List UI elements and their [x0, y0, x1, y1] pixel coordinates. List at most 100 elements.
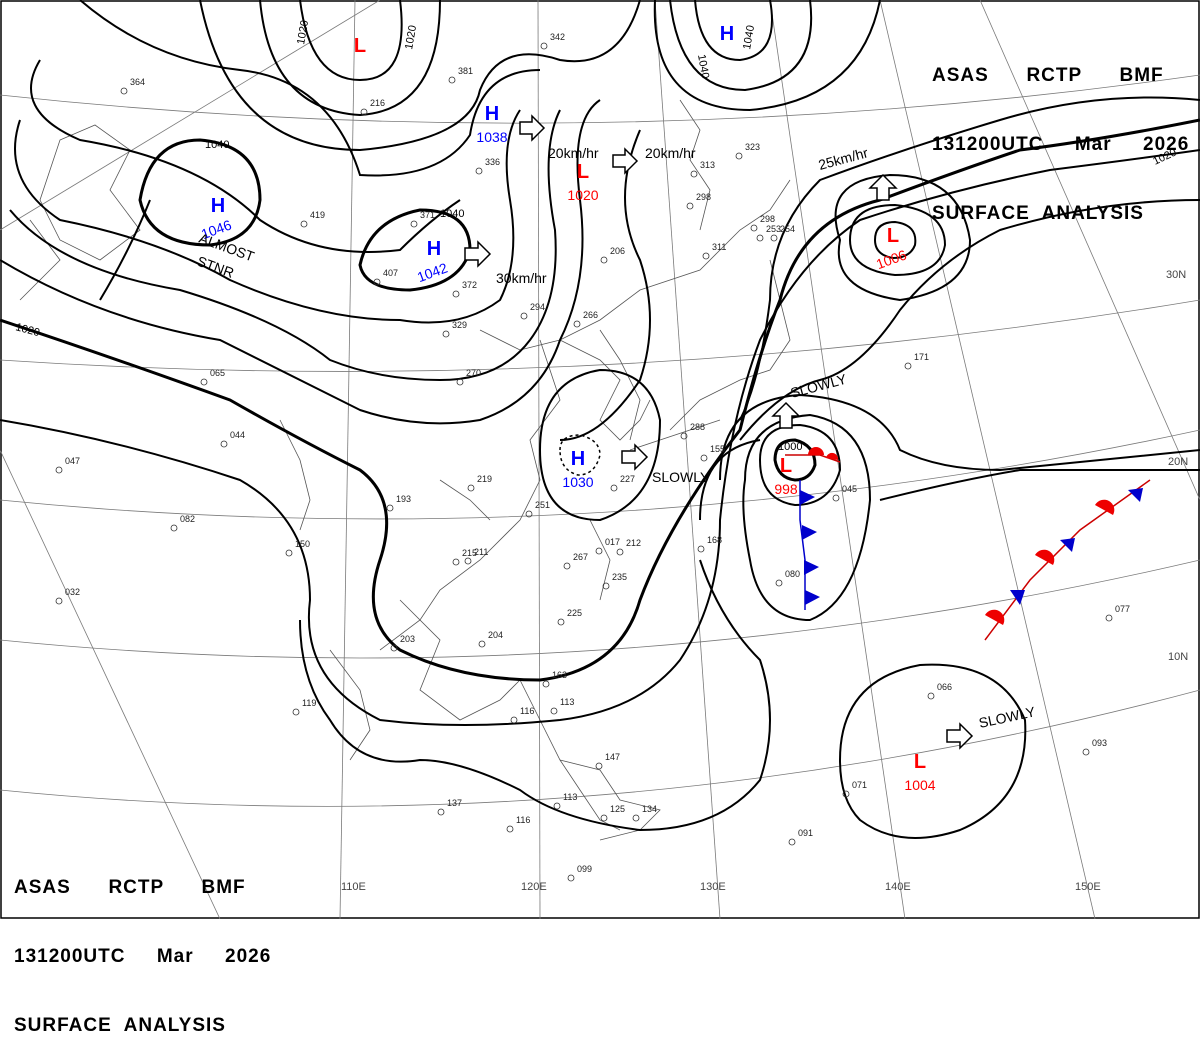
station-circle [510, 716, 518, 724]
station-plot: 047 [65, 456, 80, 466]
station-circle [386, 504, 394, 512]
latitude-label: 20N [1168, 456, 1188, 468]
station-plot: 080 [785, 569, 800, 579]
station-plot: 204 [488, 630, 503, 640]
fronts [785, 447, 1151, 641]
isobar-label: 1040 [741, 24, 757, 50]
high-center: H [720, 23, 734, 45]
station-circle [478, 640, 486, 648]
station-plot: 215 [462, 548, 477, 558]
isobar-label: 1000 [778, 441, 802, 453]
isobar-label: 1040 [695, 53, 711, 79]
station-plot: 045 [842, 484, 857, 494]
station-circle [702, 252, 710, 260]
station-plot: 150 [295, 539, 310, 549]
station-plot: 134 [642, 804, 657, 814]
station-plot: 206 [610, 246, 625, 256]
station-circle [475, 167, 483, 175]
station-plot: 266 [583, 310, 598, 320]
high-center: H [211, 195, 225, 217]
station-plot: 203 [400, 634, 415, 644]
isobar-label: 1020 [295, 19, 311, 45]
station-plot: 116 [516, 815, 530, 825]
weather-chart: 1020 1020 1040 1040 1040 1040 1020 1020 … [0, 0, 1200, 919]
station-circle [904, 362, 912, 370]
station-circle [1105, 614, 1113, 622]
motion-label: 20km/hr [548, 145, 599, 161]
low-center: L [577, 161, 589, 183]
station-plot: 336 [485, 157, 500, 167]
station-circle [200, 378, 208, 386]
station-circle [542, 680, 550, 688]
station-plot: 216 [370, 98, 385, 108]
motion-label: SLOWLY [652, 469, 710, 485]
station-circle [595, 762, 603, 770]
coastlines [19, 99, 791, 841]
station-circle [700, 454, 708, 462]
station-plot: 091 [798, 828, 813, 838]
station-plot: 093 [1092, 738, 1107, 748]
station-circle [442, 330, 450, 338]
station-circle [360, 108, 368, 116]
station-circle [120, 87, 128, 95]
station-circle [600, 256, 608, 264]
station-plot: 077 [1115, 604, 1130, 614]
station-plot: 212 [626, 538, 641, 548]
center-pressure: 998 [774, 481, 798, 497]
station-circle [770, 234, 778, 242]
station-plot: 270 [466, 368, 481, 378]
footer-line-2: 131200UTC Mar 2026 [14, 946, 272, 967]
longitude-label: 140E [885, 881, 911, 893]
station-plot: 125 [610, 804, 625, 814]
station-circle [456, 378, 464, 386]
station-circle [610, 484, 618, 492]
station-circle [557, 618, 565, 626]
station-circle [467, 484, 475, 492]
station-plot: 288 [690, 422, 705, 432]
station-circle [292, 708, 300, 716]
station-circle [452, 290, 460, 298]
station-plot: 329 [452, 320, 467, 330]
station-plot: 066 [937, 682, 952, 692]
center-pressure: 1030 [562, 474, 593, 490]
station-plot: 017 [605, 537, 620, 547]
low-center: L [914, 751, 926, 773]
motion-arrows [464, 114, 974, 750]
station-plot: 294 [530, 302, 545, 312]
station-circle [390, 644, 398, 652]
station-plot: 113 [563, 792, 577, 802]
station-circle [595, 547, 603, 555]
station-circle [602, 582, 610, 590]
low-center: L [780, 455, 792, 477]
latitude-label: 30N [1166, 269, 1186, 281]
station-circle [300, 220, 308, 228]
station-circle [735, 152, 743, 160]
latitude-label: 10N [1168, 651, 1188, 663]
longitude-label: 150E [1075, 881, 1101, 893]
station-plot: 163 [552, 670, 567, 680]
station-circle [520, 312, 528, 320]
station-plot: 065 [210, 368, 225, 378]
station-plot: 381 [458, 66, 473, 76]
header-line-2: 131200UTC Mar 2026 [932, 134, 1190, 155]
longitude-label: 130E [700, 881, 726, 893]
station-circle [506, 825, 514, 833]
station-plot: 211 [474, 547, 488, 557]
station-plot: 342 [550, 32, 565, 42]
station-plot: 137 [447, 798, 462, 808]
station-circle [686, 202, 694, 210]
station-plot: 219 [477, 474, 492, 484]
station-plot: 147 [605, 752, 620, 762]
longitude-label: 110E [341, 881, 366, 893]
station-circle [750, 224, 758, 232]
station-circle [832, 494, 840, 502]
station-plot: 119 [302, 698, 316, 708]
station-circle [775, 579, 783, 587]
station-circle [55, 466, 63, 474]
high-center: H [571, 448, 585, 470]
station-circle [464, 557, 472, 565]
station-circle [553, 802, 561, 810]
station-circle [573, 320, 581, 328]
station-plot: 372 [462, 280, 477, 290]
station-circle [697, 545, 705, 553]
